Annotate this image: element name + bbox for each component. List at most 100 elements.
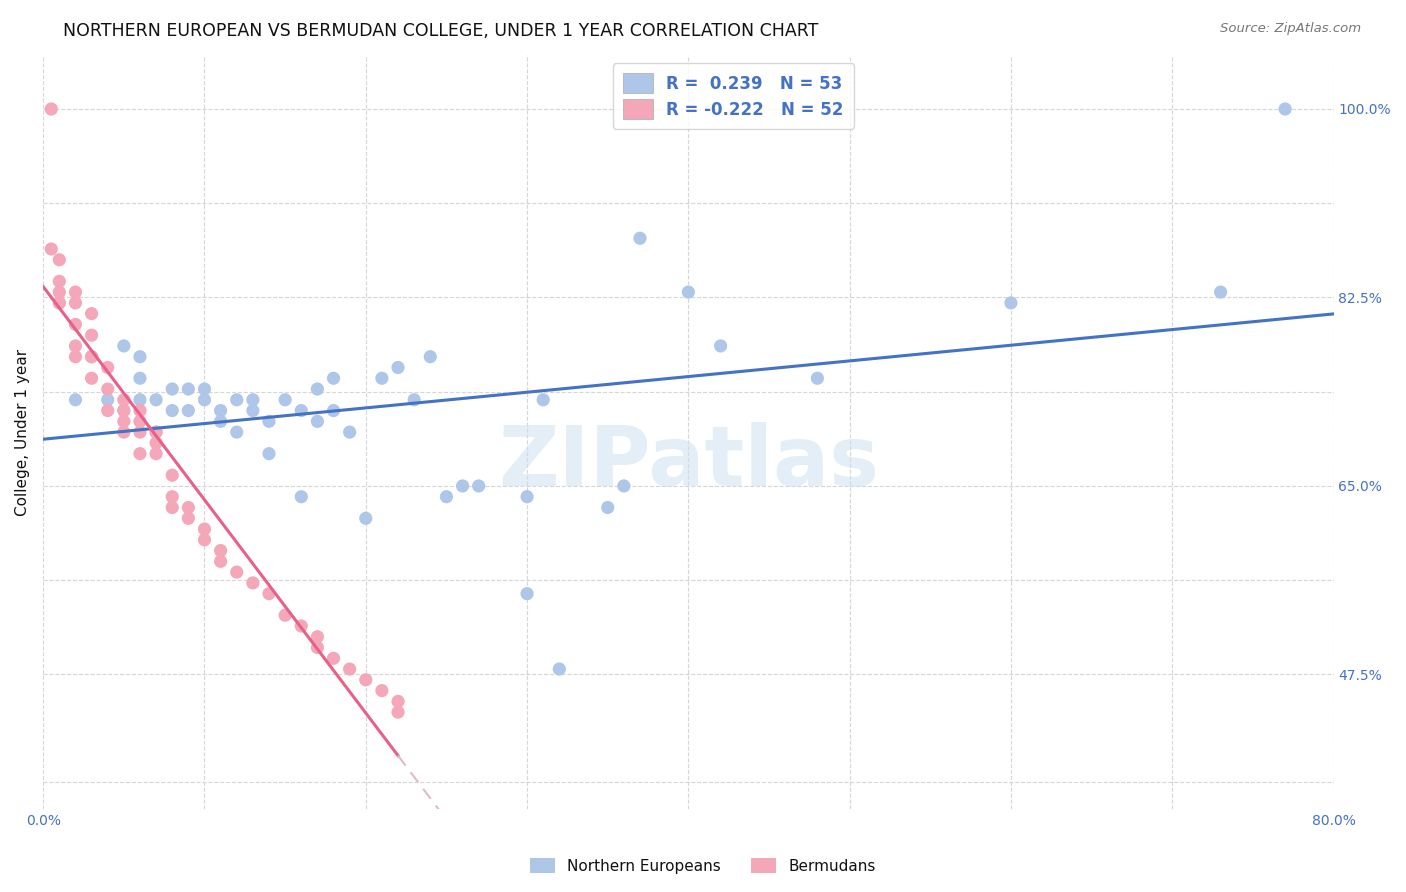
Point bbox=[193, 382, 215, 396]
Legend: Northern Europeans, Bermudans: Northern Europeans, Bermudans bbox=[524, 852, 882, 880]
Point bbox=[322, 651, 344, 665]
Point bbox=[65, 285, 87, 299]
Point bbox=[145, 436, 167, 450]
Point bbox=[209, 414, 232, 428]
Point bbox=[145, 425, 167, 439]
Point bbox=[307, 640, 329, 655]
Point bbox=[97, 392, 120, 407]
Point bbox=[387, 694, 409, 708]
Point bbox=[371, 683, 394, 698]
Point bbox=[1209, 285, 1232, 299]
Point bbox=[80, 350, 103, 364]
Point bbox=[160, 468, 183, 483]
Point bbox=[129, 392, 152, 407]
Point bbox=[65, 296, 87, 310]
Point bbox=[160, 500, 183, 515]
Point bbox=[290, 490, 312, 504]
Point bbox=[516, 587, 538, 601]
Point bbox=[48, 296, 70, 310]
Point bbox=[129, 371, 152, 385]
Point bbox=[806, 371, 828, 385]
Point bbox=[160, 403, 183, 417]
Point bbox=[209, 403, 232, 417]
Point bbox=[371, 371, 394, 385]
Point bbox=[193, 392, 215, 407]
Point bbox=[65, 350, 87, 364]
Point bbox=[225, 425, 247, 439]
Point bbox=[404, 392, 426, 407]
Point bbox=[129, 350, 152, 364]
Point bbox=[451, 479, 474, 493]
Point bbox=[160, 382, 183, 396]
Point bbox=[112, 403, 135, 417]
Point bbox=[339, 662, 361, 676]
Point bbox=[80, 328, 103, 343]
Point bbox=[274, 392, 297, 407]
Point bbox=[48, 274, 70, 288]
Point bbox=[225, 392, 247, 407]
Point bbox=[257, 587, 280, 601]
Point bbox=[290, 619, 312, 633]
Point bbox=[112, 425, 135, 439]
Point bbox=[48, 296, 70, 310]
Point bbox=[112, 414, 135, 428]
Point bbox=[467, 479, 489, 493]
Point bbox=[613, 479, 636, 493]
Legend: R =  0.239   N = 53, R = -0.222   N = 52: R = 0.239 N = 53, R = -0.222 N = 52 bbox=[613, 63, 853, 128]
Point bbox=[516, 490, 538, 504]
Text: NORTHERN EUROPEAN VS BERMUDAN COLLEGE, UNDER 1 YEAR CORRELATION CHART: NORTHERN EUROPEAN VS BERMUDAN COLLEGE, U… bbox=[63, 22, 818, 40]
Point bbox=[322, 371, 344, 385]
Point bbox=[339, 425, 361, 439]
Point bbox=[387, 360, 409, 375]
Point bbox=[628, 231, 651, 245]
Point bbox=[65, 392, 87, 407]
Point bbox=[257, 447, 280, 461]
Point bbox=[48, 252, 70, 267]
Point bbox=[322, 403, 344, 417]
Point bbox=[307, 382, 329, 396]
Point bbox=[290, 403, 312, 417]
Point bbox=[177, 382, 200, 396]
Point bbox=[307, 630, 329, 644]
Y-axis label: College, Under 1 year: College, Under 1 year bbox=[15, 349, 30, 516]
Point bbox=[242, 392, 264, 407]
Point bbox=[548, 662, 571, 676]
Point bbox=[177, 403, 200, 417]
Point bbox=[80, 307, 103, 321]
Point bbox=[145, 425, 167, 439]
Point bbox=[596, 500, 619, 515]
Point bbox=[97, 382, 120, 396]
Point bbox=[129, 414, 152, 428]
Point bbox=[436, 490, 458, 504]
Point bbox=[97, 360, 120, 375]
Point bbox=[225, 565, 247, 579]
Point bbox=[354, 511, 377, 525]
Point bbox=[209, 543, 232, 558]
Point bbox=[112, 392, 135, 407]
Point bbox=[1000, 296, 1022, 310]
Point bbox=[39, 102, 62, 116]
Point bbox=[80, 371, 103, 385]
Point bbox=[129, 403, 152, 417]
Point bbox=[387, 705, 409, 719]
Point bbox=[39, 242, 62, 256]
Point bbox=[193, 533, 215, 547]
Point bbox=[307, 414, 329, 428]
Point bbox=[145, 447, 167, 461]
Point bbox=[242, 403, 264, 417]
Point bbox=[531, 392, 554, 407]
Point bbox=[160, 490, 183, 504]
Text: Source: ZipAtlas.com: Source: ZipAtlas.com bbox=[1220, 22, 1361, 36]
Point bbox=[1274, 102, 1296, 116]
Point bbox=[112, 403, 135, 417]
Point bbox=[193, 522, 215, 536]
Point bbox=[354, 673, 377, 687]
Point bbox=[177, 500, 200, 515]
Point bbox=[209, 554, 232, 568]
Point bbox=[65, 339, 87, 353]
Point bbox=[129, 425, 152, 439]
Point bbox=[48, 285, 70, 299]
Point bbox=[145, 392, 167, 407]
Point bbox=[112, 339, 135, 353]
Point bbox=[257, 414, 280, 428]
